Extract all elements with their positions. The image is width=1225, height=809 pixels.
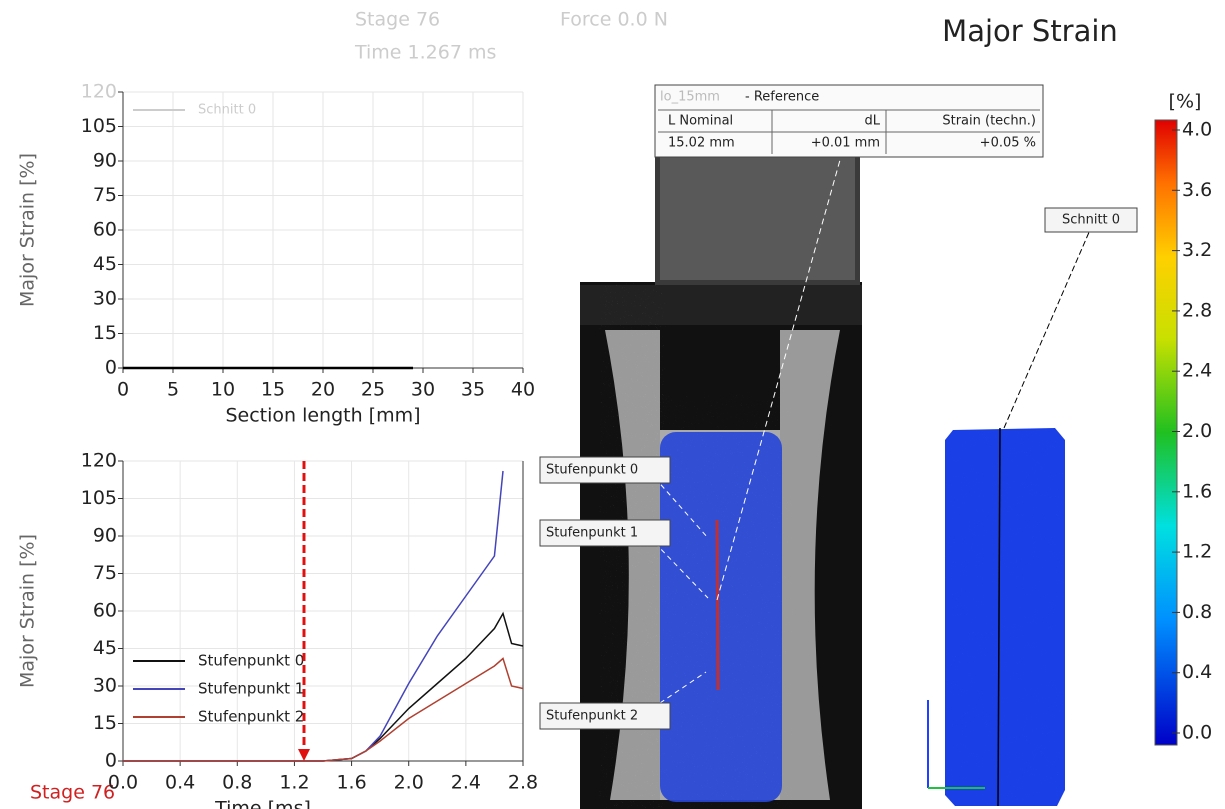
x-tick-label: 30 xyxy=(411,379,435,401)
series-line xyxy=(123,659,523,762)
y-tick-label: 15 xyxy=(93,712,117,734)
x-tick-label: 10 xyxy=(211,379,235,401)
x-tick-label: 0.4 xyxy=(165,772,195,794)
colorbar-tick-label: 2.8 xyxy=(1182,299,1212,321)
y-tick-label: 60 xyxy=(93,219,117,241)
colorbar-tick-label: 1.6 xyxy=(1182,480,1212,502)
cursor-arrow xyxy=(298,749,310,761)
x-tick-label: 5 xyxy=(167,379,179,401)
y-tick-label: 90 xyxy=(93,150,117,172)
x-tick-label: 15 xyxy=(261,379,285,401)
x-tick-label: 35 xyxy=(461,379,485,401)
table-cell: 15.02 mm xyxy=(668,136,735,151)
y-tick-label: 0 xyxy=(105,357,117,379)
y-tick-label: 105 xyxy=(81,487,117,509)
x-tick-label: 25 xyxy=(361,379,385,401)
view-title: Major Strain xyxy=(942,14,1118,48)
x-tick-label: 2.4 xyxy=(451,772,481,794)
y-axis-label: Major Strain [%] xyxy=(17,153,39,307)
section-label: Schnitt 0 xyxy=(1062,213,1120,228)
table-cell: +0.01 mm xyxy=(811,136,880,151)
x-axis-label: Section length [mm] xyxy=(225,405,420,427)
table-cell: +0.05 % xyxy=(980,136,1036,151)
x-axis-label: Time [ms] xyxy=(214,798,311,809)
table-header: dL xyxy=(865,114,881,129)
stage: Stage 76 xyxy=(355,9,440,31)
x-tick-label: 20 xyxy=(311,379,335,401)
x-tick-label: 1.2 xyxy=(279,772,309,794)
reference-title: - Reference xyxy=(745,90,819,105)
x-tick-label: 40 xyxy=(511,379,535,401)
screen: Stage 76 Force 0.0 N Time 1.267 ms Major… xyxy=(0,0,1225,809)
y-tick-label: 75 xyxy=(93,562,117,584)
colorbar-tick-label: 0.0 xyxy=(1182,722,1212,744)
table-header: L Nominal xyxy=(668,114,733,129)
time: Time 1.267 ms xyxy=(354,42,496,64)
y-tick-label: 120 xyxy=(81,81,117,103)
colorbar-tick-label: 0.4 xyxy=(1182,661,1212,683)
table-header: Strain (techn.) xyxy=(942,114,1036,129)
y-tick-label: 45 xyxy=(93,253,117,275)
legend-label: Schnitt 0 xyxy=(198,103,256,118)
legend-label: Stufenpunkt 0 xyxy=(198,652,304,670)
x-tick-label: 0.0 xyxy=(108,772,138,794)
colorbar-tick-label: 0.8 xyxy=(1182,601,1212,623)
y-tick-label: 30 xyxy=(93,288,117,310)
series-line xyxy=(123,614,523,762)
point-label: Stufenpunkt 2 xyxy=(546,709,638,724)
y-axis-label: Major Strain [%] xyxy=(17,534,39,688)
x-tick-label: 0 xyxy=(117,379,129,401)
x-tick-label: 2.8 xyxy=(508,772,538,794)
x-tick-label: 1.6 xyxy=(336,772,366,794)
legend-label: Stufenpunkt 1 xyxy=(198,680,304,698)
legend-label: Stufenpunkt 2 xyxy=(198,708,304,726)
y-tick-label: 90 xyxy=(93,525,117,547)
colorbar-tick-label: 2.0 xyxy=(1182,420,1212,442)
colorbar-tick-label: 3.6 xyxy=(1182,179,1212,201)
reference-name: lo_15mm xyxy=(660,90,720,105)
colorbar-unit: [%] xyxy=(1169,91,1202,113)
colorbar-tick-label: 4.0 xyxy=(1182,119,1212,141)
colorbar-tick-label: 2.4 xyxy=(1182,360,1212,382)
y-tick-label: 0 xyxy=(105,750,117,772)
strain-field: Schnitt 0 xyxy=(928,120,1177,806)
point-label: Stufenpunkt 1 xyxy=(546,526,638,541)
x-tick-label: 0.8 xyxy=(222,772,252,794)
x-tick-label: 2.0 xyxy=(394,772,424,794)
y-tick-label: 45 xyxy=(93,637,117,659)
colorbar-tick-label: 1.2 xyxy=(1182,541,1212,563)
stage-label: Stage 76 xyxy=(30,782,115,804)
y-tick-label: 15 xyxy=(93,322,117,344)
colorbar-tick-label: 3.2 xyxy=(1182,239,1212,261)
point-label: Stufenpunkt 0 xyxy=(546,463,638,478)
y-tick-label: 120 xyxy=(81,450,117,472)
y-tick-label: 60 xyxy=(93,600,117,622)
y-tick-label: 105 xyxy=(81,115,117,137)
y-tick-label: 30 xyxy=(93,675,117,697)
y-tick-label: 75 xyxy=(93,184,117,206)
force: Force 0.0 N xyxy=(560,9,668,31)
